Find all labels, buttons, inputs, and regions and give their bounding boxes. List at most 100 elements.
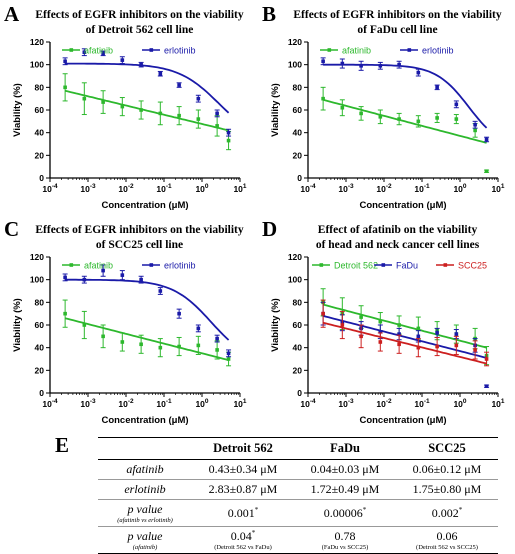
data-point <box>435 116 439 120</box>
table-cell: 1.75±0.80 μM <box>396 479 498 500</box>
y-tick-label: 60 <box>35 105 45 115</box>
legend-label: Detroit 562 <box>334 261 378 271</box>
legend-marker <box>443 263 448 267</box>
column-header: FaDu <box>294 437 396 460</box>
cell-value: 1.75±0.80 μM <box>412 482 482 496</box>
y-axis-label: Viability (%) <box>270 298 281 352</box>
table-cell: 0.04±0.03 μM <box>294 459 396 480</box>
x-tick-label: 10-3 <box>338 183 354 194</box>
data-point <box>101 51 105 56</box>
data-point <box>226 130 231 135</box>
data-point <box>435 85 439 90</box>
x-tick-label: 101 <box>491 398 504 409</box>
table-cell: 0.43±0.34 μM <box>192 459 294 480</box>
cell-value: 0.43±0.34 μM <box>208 462 278 476</box>
x-tick-label: 10-1 <box>156 398 172 409</box>
data-point <box>196 96 201 101</box>
panel-c: C Effects of EGFR inhibitors on the viab… <box>0 215 257 430</box>
legend-marker <box>407 48 412 52</box>
panel-letter: D <box>262 217 278 241</box>
data-point <box>340 61 345 66</box>
data-point <box>454 117 459 121</box>
data-point <box>484 137 489 142</box>
y-tick-label: 20 <box>293 365 303 375</box>
x-tick-label: 10-2 <box>118 398 134 409</box>
data-point <box>359 64 363 68</box>
y-tick-label: 0 <box>297 173 302 183</box>
x-tick-label: 101 <box>233 183 246 194</box>
data-point <box>177 83 181 87</box>
series-detroit-562 <box>320 288 490 366</box>
data-point <box>82 277 87 282</box>
y-tick-label: 100 <box>288 275 302 285</box>
y-tick-label: 120 <box>288 37 302 47</box>
panel-title: Effects of EGFR inhibitors on the viabil… <box>22 223 257 253</box>
panel-title-line1: Effect of afatinib on the viability <box>317 224 478 236</box>
table-cell: 0.06 (Detroit 562 vs SCC25) <box>396 526 498 554</box>
legend-marker <box>149 263 154 267</box>
x-tick-label: 10-2 <box>376 183 392 194</box>
data-point <box>215 336 219 341</box>
data-point <box>101 100 105 104</box>
y-axis-label: Viability (%) <box>270 83 281 137</box>
series-afatinib <box>62 73 232 151</box>
table-row: erlotinib 2.83±0.87 μM 1.72±0.49 μM 1.75±0.… <box>98 479 498 500</box>
data-point <box>473 348 477 352</box>
y-axis-label: Viability (%) <box>12 298 23 352</box>
data-point <box>196 117 201 121</box>
x-tick-label: 10-1 <box>414 183 430 194</box>
data-point <box>416 326 421 331</box>
data-point <box>139 62 143 67</box>
ic50-table: Detroit 562 FaDu SCC25 afatinib 0.43±0.34… <box>98 437 498 554</box>
data-point <box>340 323 345 327</box>
y-tick-label: 40 <box>293 343 303 353</box>
y-tick-label: 120 <box>30 37 44 47</box>
fit-curve <box>322 315 487 359</box>
x-axis-label: Concentration (μM) <box>101 200 188 211</box>
data-point <box>484 357 489 361</box>
data-point <box>473 122 477 127</box>
y-tick-label: 80 <box>35 82 45 92</box>
series-erlotinib <box>320 57 490 143</box>
data-point <box>378 330 383 334</box>
data-point <box>484 384 489 388</box>
data-point <box>416 334 421 339</box>
data-point <box>416 119 421 124</box>
significance-mark: * <box>251 529 256 537</box>
cell-value: 0.06±0.12 μM <box>412 462 482 476</box>
panel-title-line2: of FaDu cell line <box>357 24 438 36</box>
cell-value: 0.78 <box>334 529 356 543</box>
panel-letter: E <box>55 433 70 457</box>
panel-title: Effects of EGFR inhibitors on the viabil… <box>22 8 257 38</box>
y-tick-label: 0 <box>39 173 44 183</box>
row-label: p value (afatinib vs erlotinib) <box>98 499 192 527</box>
data-point <box>101 334 105 339</box>
data-point <box>454 343 459 348</box>
panel-a: A Effects of EGFR inhibitors on the viab… <box>0 0 257 215</box>
data-point <box>177 113 181 118</box>
significance-mark: * <box>458 505 463 514</box>
table-header-row: Detroit 562 FaDu SCC25 <box>98 437 498 460</box>
data-point <box>416 345 421 350</box>
data-point <box>340 105 345 110</box>
cell-note: (FaDu vs SCC25) <box>321 544 369 551</box>
legend-label: afatinib <box>342 46 371 56</box>
table-cell: 0.00006* <box>294 499 396 527</box>
table-cell: 2.83±0.87 μM <box>192 479 294 500</box>
legend-label: SCC25 <box>458 261 487 271</box>
fit-curve <box>322 321 487 365</box>
y-tick-label: 20 <box>35 365 45 375</box>
row-label-note: (afatinib) <box>132 544 158 551</box>
data-point <box>378 64 383 68</box>
data-point <box>226 138 231 143</box>
series-erlotinib <box>62 264 232 358</box>
x-tick-label: 10-2 <box>118 183 134 194</box>
cell-note: (Detroit 562 vs SCC25) <box>416 544 478 551</box>
x-axis-label: Concentration (μM) <box>359 200 446 211</box>
x-tick-label: 10-1 <box>156 183 172 194</box>
legend-label: FaDu <box>396 261 418 271</box>
data-point <box>63 85 67 90</box>
y-tick-label: 20 <box>35 150 45 160</box>
data-point <box>158 71 163 76</box>
data-point <box>359 315 363 319</box>
